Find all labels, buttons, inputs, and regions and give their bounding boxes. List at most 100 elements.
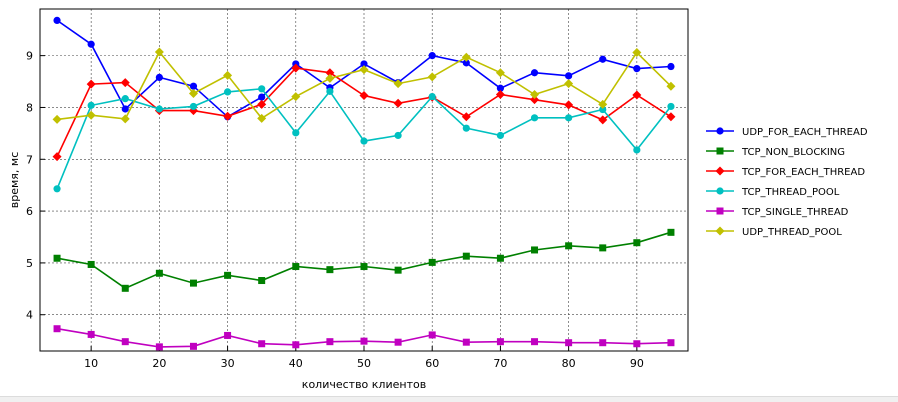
data-point [462, 124, 470, 132]
data-point [154, 47, 164, 57]
data-point [121, 338, 129, 346]
legend-marker [716, 147, 724, 155]
data-point [53, 185, 61, 193]
data-point [325, 73, 335, 83]
data-point [257, 99, 267, 109]
data-point [189, 82, 198, 90]
data-point [632, 48, 642, 58]
data-point [495, 90, 505, 99]
legend-label: TCP_FOR_EACH_THREAD [741, 167, 865, 178]
legend-marker [716, 187, 724, 195]
data-point [292, 129, 300, 137]
data-point [565, 242, 573, 250]
data-point [428, 52, 436, 60]
series-udp-for-each-thread [53, 16, 675, 121]
data-point [189, 279, 197, 287]
data-point [393, 79, 403, 89]
data-point [564, 79, 574, 89]
data-point [633, 146, 641, 154]
legend-label: TCP_THREAD_POOL [741, 187, 840, 198]
data-point [223, 88, 232, 96]
legend-label: TCP_SINGLE_THREAD [741, 207, 849, 218]
data-point [599, 244, 607, 252]
data-point [667, 102, 675, 111]
data-point [599, 339, 607, 347]
data-point [666, 112, 676, 122]
data-point [428, 258, 436, 266]
data-point [292, 341, 300, 349]
data-point [598, 115, 608, 125]
data-point [360, 337, 368, 345]
data-point [326, 87, 334, 95]
legend-marker [716, 207, 724, 215]
series-layer [52, 16, 676, 351]
data-point [633, 64, 641, 73]
data-point [565, 72, 573, 80]
data-point [598, 99, 608, 109]
data-point [564, 100, 574, 110]
data-point [291, 63, 301, 73]
legend-item: TCP_THREAD_POOL [706, 187, 840, 198]
data-point [258, 93, 266, 101]
x-tick-label: 70 [493, 357, 507, 370]
data-point [496, 131, 505, 140]
data-point [155, 269, 163, 277]
data-point [461, 112, 471, 122]
legend-marker [715, 166, 725, 176]
x-tick-label: 20 [152, 357, 166, 370]
y-tick-label: 6 [26, 205, 33, 218]
data-point [462, 59, 470, 67]
data-point [496, 84, 505, 92]
data-point [121, 105, 129, 113]
data-point [394, 266, 402, 274]
data-point [258, 340, 266, 348]
data-point [531, 246, 539, 254]
legend-item: TCP_NON_BLOCKING [706, 147, 845, 158]
legend-label: UDP_FOR_EACH_THREAD [742, 127, 868, 138]
data-point [224, 331, 232, 339]
x-tick-label: 60 [425, 357, 439, 370]
data-point [86, 110, 96, 120]
legend-item: TCP_SINGLE_THREAD [706, 207, 849, 218]
data-point [530, 114, 539, 122]
legend-label: UDP_THREAD_POOL [742, 227, 842, 238]
data-point [53, 325, 61, 333]
data-point [120, 114, 130, 124]
data-point [531, 338, 539, 346]
data-point [189, 342, 197, 350]
data-point [87, 260, 95, 268]
data-point [360, 263, 368, 271]
legend-item: TCP_FOR_EACH_THREAD [706, 166, 865, 178]
legend-label: TCP_NON_BLOCKING [741, 147, 845, 158]
data-point [52, 152, 62, 162]
data-point [462, 252, 470, 260]
data-point [360, 60, 368, 68]
data-point [87, 330, 95, 338]
data-point [599, 105, 607, 114]
x-tick-label: 10 [84, 357, 98, 370]
data-point [257, 113, 267, 123]
x-tick-label: 80 [562, 357, 576, 370]
data-point [155, 343, 163, 351]
data-point [599, 55, 607, 63]
data-point [155, 105, 163, 113]
data-point [530, 95, 540, 105]
data-point [632, 90, 642, 100]
data-point [462, 338, 470, 346]
data-point [565, 339, 573, 347]
bottom-strip [0, 396, 898, 402]
data-point [666, 81, 676, 91]
series-tcp-thread-pool [53, 85, 675, 193]
data-point [121, 95, 129, 103]
data-point [633, 340, 641, 348]
series-udp-thread-pool [52, 47, 676, 124]
data-point [53, 254, 61, 262]
series-line [56, 231, 672, 290]
y-tick-label: 5 [26, 257, 33, 270]
x-tick-label: 40 [289, 357, 303, 370]
data-point [496, 338, 504, 346]
data-point [326, 266, 334, 274]
data-point [359, 65, 369, 75]
x-axis-label: количество клиентов [302, 378, 426, 391]
